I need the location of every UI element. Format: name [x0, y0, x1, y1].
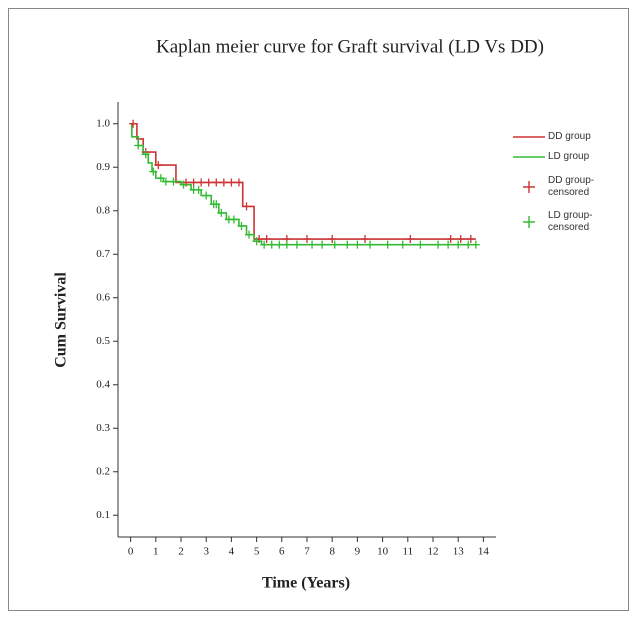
x-tick-label: 1 [153, 546, 159, 558]
censor-mark [179, 180, 188, 189]
censor-mark [292, 240, 301, 249]
censor-mark [229, 215, 238, 224]
y-axis-label: Cum Survival [53, 272, 70, 368]
censor-mark [252, 237, 261, 246]
censor-mark [197, 178, 206, 187]
censor-mark [194, 185, 203, 194]
censor-mark [154, 161, 163, 170]
censor-mark [169, 177, 178, 186]
censor-mark [454, 240, 463, 249]
censor-mark [156, 174, 165, 183]
censor-mark [471, 240, 480, 249]
y-tick-label: 0.5 [96, 335, 110, 347]
censor-mark [303, 235, 311, 244]
x-tick-label: 13 [453, 546, 465, 558]
legend-label: DD group-censored [548, 175, 595, 198]
legend-swatch [523, 216, 535, 228]
censor-mark [260, 240, 269, 249]
censor-mark [227, 178, 236, 187]
censor-mark [446, 235, 455, 244]
censor-mark [141, 150, 150, 159]
censor-mark [398, 240, 407, 249]
censor-mark [308, 240, 317, 249]
censor-mark [234, 178, 243, 187]
x-tick-label: 10 [377, 546, 389, 558]
y-tick-label: 0.7 [96, 248, 110, 260]
censor-mark [434, 240, 443, 249]
censor-mark [353, 240, 362, 249]
x-tick-label: 8 [329, 546, 335, 558]
survival-curve [130, 122, 476, 240]
x-tick-label: 2 [178, 546, 184, 558]
censor-mark [466, 235, 475, 244]
y-tick-label: 0.9 [96, 161, 110, 173]
x-tick-label: 0 [128, 546, 134, 558]
censor-mark [129, 119, 138, 128]
censor-mark [360, 235, 369, 244]
censor-mark [343, 240, 352, 249]
censor-mark [217, 208, 226, 217]
censor-mark [262, 235, 271, 244]
censor-mark [242, 202, 251, 211]
legend-swatch [523, 181, 535, 193]
x-tick-label: 9 [355, 546, 361, 558]
survival-curve [130, 122, 476, 246]
censor-mark [330, 240, 339, 249]
chart-title: Kaplan meier curve for Graft survival (L… [156, 36, 544, 57]
x-tick-label: 7 [304, 546, 310, 558]
censor-mark [149, 167, 158, 176]
censor-mark [245, 230, 254, 239]
legend-label: DD group [548, 131, 591, 142]
censor-mark [267, 240, 276, 249]
censor-mark [134, 141, 143, 150]
y-tick-label: 0.3 [96, 422, 110, 434]
legend-label: LD group [548, 151, 590, 162]
censor-mark [219, 178, 228, 187]
censor-mark [328, 235, 337, 244]
censor-mark [161, 177, 170, 186]
censor-mark [383, 240, 392, 249]
y-tick-label: 0.6 [96, 291, 110, 303]
censor-mark [275, 240, 284, 249]
x-tick-label: 4 [229, 546, 235, 558]
x-tick-label: 12 [428, 546, 439, 558]
censor-mark [212, 178, 221, 187]
x-tick-label: 3 [203, 546, 209, 558]
x-tick-label: 6 [279, 546, 285, 558]
legend-label: LD group-censored [548, 210, 593, 233]
x-axis-label: Time (Years) [262, 575, 350, 592]
censor-mark [282, 240, 291, 249]
censor-mark [464, 240, 473, 249]
frame [8, 8, 629, 611]
censor-mark [406, 235, 415, 244]
censor-mark [444, 240, 453, 249]
y-tick-label: 0.8 [96, 204, 110, 216]
x-tick-label: 11 [403, 546, 414, 558]
censor-mark [318, 240, 327, 249]
censor-mark [237, 221, 246, 230]
y-tick-label: 0.2 [96, 465, 110, 477]
y-tick-label: 0.4 [96, 378, 110, 390]
x-tick-label: 14 [478, 546, 490, 558]
y-tick-label: 0.1 [96, 509, 110, 521]
censor-mark [456, 235, 465, 244]
censor-mark [212, 200, 221, 209]
x-tick-label: 5 [254, 546, 260, 558]
censor-mark [416, 240, 425, 249]
censor-mark [366, 240, 374, 249]
censor-mark [204, 178, 213, 187]
censor-mark [202, 191, 211, 200]
censor-mark [189, 178, 198, 187]
y-tick-label: 1.0 [96, 117, 110, 129]
